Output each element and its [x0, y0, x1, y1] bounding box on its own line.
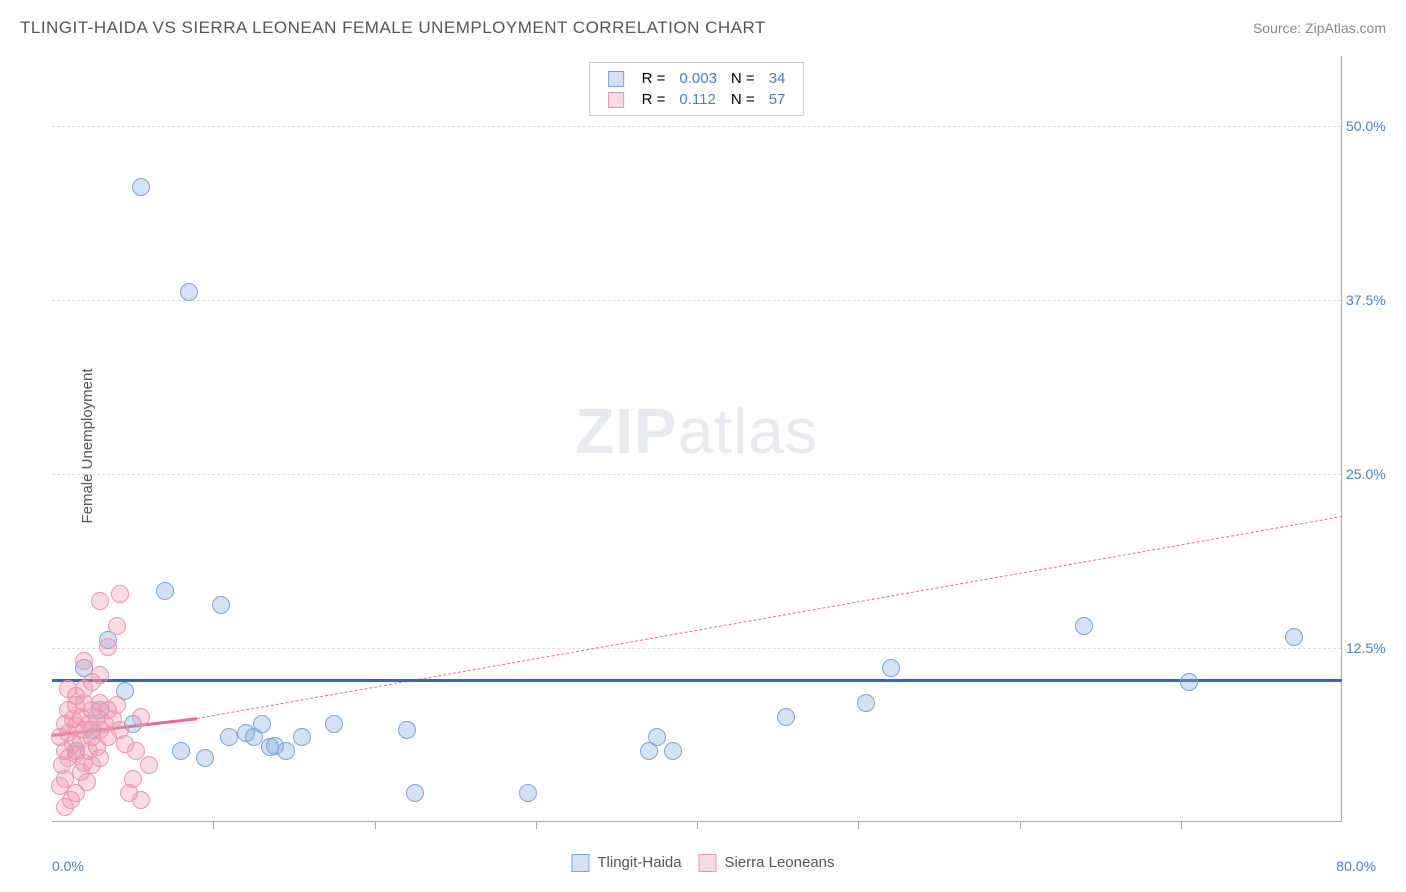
trend-line [52, 679, 1342, 682]
data-point-tlingit [1285, 628, 1303, 646]
data-point-sierra [75, 652, 93, 670]
gridline-h [52, 126, 1341, 127]
swatch-tlingit-icon [571, 854, 589, 872]
data-point-sierra [108, 617, 126, 635]
n-label: N = [725, 90, 761, 109]
data-point-tlingit [398, 721, 416, 739]
r-value-tlingit: 0.003 [673, 69, 723, 88]
data-point-sierra [91, 592, 109, 610]
n-value-sierra: 57 [763, 90, 792, 109]
watermark-rest: atlas [678, 395, 818, 467]
data-point-tlingit [1180, 673, 1198, 691]
chart-title: TLINGIT-HAIDA VS SIERRA LEONEAN FEMALE U… [20, 18, 766, 38]
legend-row-tlingit: R = 0.003 N = 34 [602, 69, 792, 88]
data-point-sierra [132, 708, 150, 726]
source-label: Source: ZipAtlas.com [1253, 20, 1386, 36]
n-value-tlingit: 34 [763, 69, 792, 88]
data-point-tlingit [325, 715, 343, 733]
data-point-tlingit [519, 784, 537, 802]
trend-line [197, 516, 1342, 719]
data-point-sierra [91, 749, 109, 767]
x-tick [697, 821, 698, 829]
data-point-sierra [91, 666, 109, 684]
x-tick [375, 821, 376, 829]
legend-tlingit: Tlingit-Haida [597, 854, 681, 871]
data-point-sierra [127, 742, 145, 760]
data-point-tlingit [406, 784, 424, 802]
x-tick [858, 821, 859, 829]
x-tick [536, 821, 537, 829]
n-label: N = [725, 69, 761, 88]
data-point-tlingit [172, 742, 190, 760]
y-tick-label: 12.5% [1346, 640, 1396, 656]
y-tick-label: 37.5% [1346, 292, 1396, 308]
data-point-tlingit [664, 742, 682, 760]
y-tick-label: 50.0% [1346, 118, 1396, 134]
data-point-tlingit [132, 178, 150, 196]
data-point-tlingit [212, 596, 230, 614]
x-min-label: 0.0% [52, 858, 84, 874]
x-tick [1181, 821, 1182, 829]
x-tick [213, 821, 214, 829]
gridline-h [52, 648, 1341, 649]
y-tick-label: 25.0% [1346, 466, 1396, 482]
swatch-sierra [608, 92, 624, 108]
data-point-tlingit [253, 715, 271, 733]
data-point-tlingit [857, 694, 875, 712]
gridline-h [52, 300, 1341, 301]
legend-sierra: Sierra Leoneans [724, 854, 834, 871]
gridline-h [52, 474, 1341, 475]
r-label: R = [636, 69, 672, 88]
data-point-tlingit [882, 659, 900, 677]
data-point-tlingit [196, 749, 214, 767]
data-point-tlingit [156, 582, 174, 600]
data-point-sierra [140, 756, 158, 774]
correlation-legend: R = 0.003 N = 34 R = 0.112 N = 57 [589, 62, 805, 116]
swatch-sierra-icon [698, 854, 716, 872]
data-point-tlingit [277, 742, 295, 760]
x-tick [1020, 821, 1021, 829]
data-point-sierra [99, 638, 117, 656]
chart-header: TLINGIT-HAIDA VS SIERRA LEONEAN FEMALE U… [20, 18, 1386, 38]
data-point-tlingit [640, 742, 658, 760]
data-point-sierra [78, 773, 96, 791]
watermark-bold: ZIP [575, 395, 678, 467]
x-max-label: 80.0% [1336, 858, 1376, 874]
data-point-tlingit [777, 708, 795, 726]
legend-row-sierra: R = 0.112 N = 57 [602, 90, 792, 109]
series-legend: Tlingit-Haida Sierra Leoneans [571, 854, 834, 872]
watermark: ZIPatlas [575, 394, 818, 468]
plot-area: ZIPatlas R = 0.003 N = 34 R = 0.112 N = … [52, 56, 1342, 822]
data-point-sierra [108, 696, 126, 714]
r-label: R = [636, 90, 672, 109]
data-point-sierra [111, 585, 129, 603]
data-point-tlingit [1075, 617, 1093, 635]
r-value-sierra: 0.112 [673, 90, 723, 109]
swatch-tlingit [608, 71, 624, 87]
data-point-tlingit [293, 728, 311, 746]
data-point-sierra [120, 784, 138, 802]
data-point-tlingit [180, 283, 198, 301]
